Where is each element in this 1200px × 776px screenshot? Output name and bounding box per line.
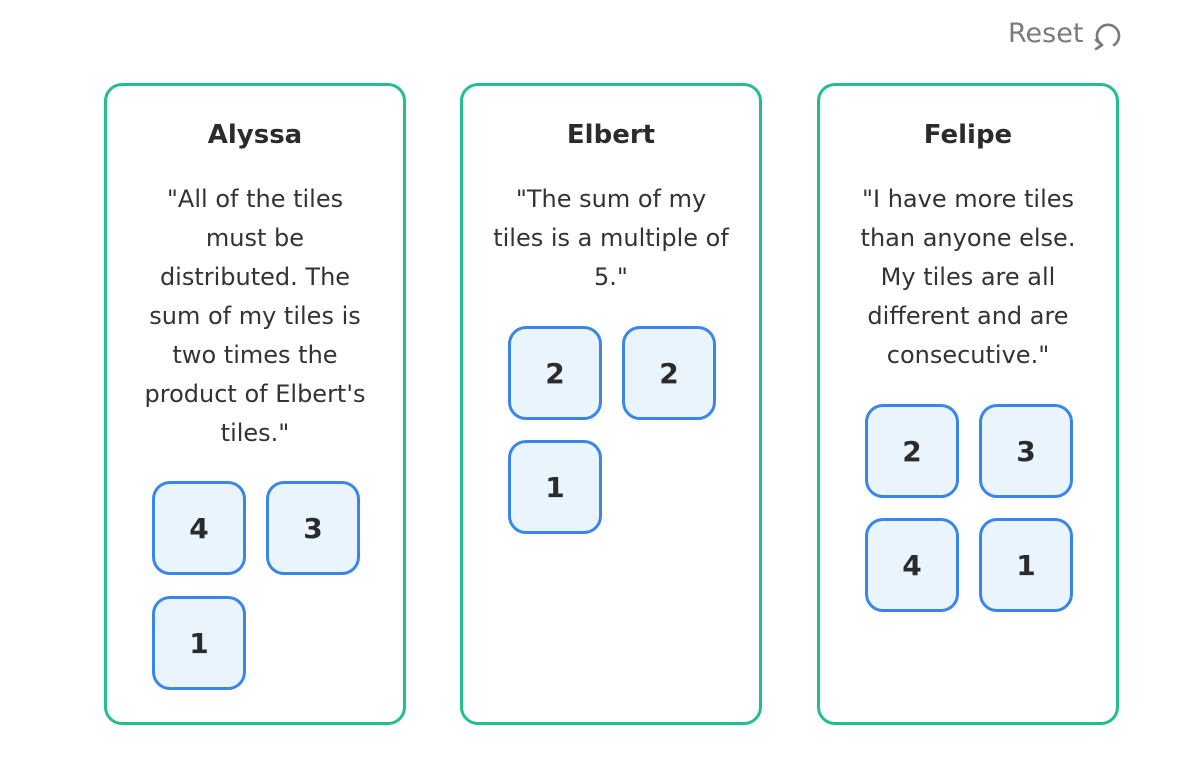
number-tile[interactable]: 2 — [508, 326, 602, 420]
panel-quote: "I have more tiles than anyone else. My … — [860, 185, 1076, 369]
number-tile[interactable]: 3 — [266, 481, 360, 575]
panel-name: Alyssa — [207, 120, 303, 150]
panel-felipe[interactable]: Felipe "I have more tiles than anyone el… — [817, 83, 1119, 725]
number-tile[interactable]: 1 — [152, 596, 246, 690]
panel-elbert[interactable]: Elbert "The sum of my tiles is a multipl… — [460, 83, 762, 725]
reset-button[interactable]: Reset — [1008, 14, 1125, 54]
panel-name: Elbert — [566, 120, 656, 150]
number-tile[interactable]: 4 — [152, 481, 246, 575]
number-tile[interactable]: 1 — [979, 518, 1073, 612]
reset-label: Reset — [1008, 18, 1084, 49]
number-tile[interactable]: 2 — [622, 326, 716, 420]
panel-quote: "All of the tiles must be distributed. T… — [144, 185, 366, 447]
panel-quote: "The sum of my tiles is a multiple of 5.… — [493, 185, 729, 291]
panel-name: Felipe — [923, 120, 1013, 150]
number-tile[interactable]: 2 — [865, 404, 959, 498]
number-tile[interactable]: 3 — [979, 404, 1073, 498]
number-tile[interactable]: 1 — [508, 440, 602, 534]
number-tile[interactable]: 4 — [865, 518, 959, 612]
reset-arrow-icon — [1091, 15, 1125, 53]
panel-alyssa[interactable]: Alyssa "All of the tiles must be distrib… — [104, 83, 406, 725]
